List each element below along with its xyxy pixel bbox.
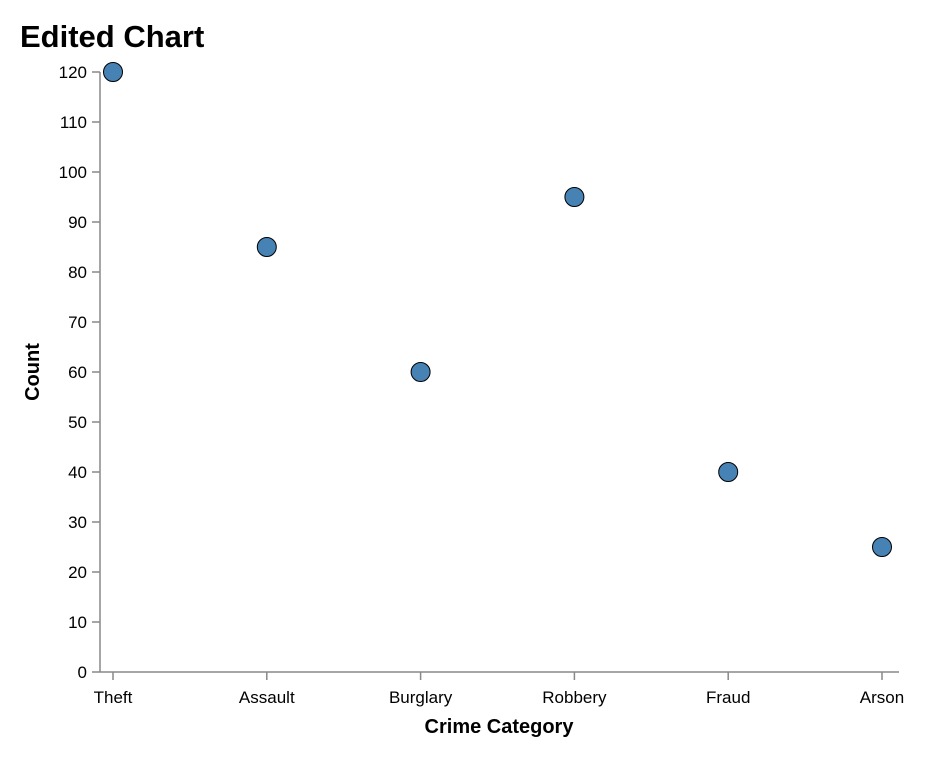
y-tick-label: 100 [59, 163, 87, 182]
x-tick-label-burglary: Burglary [389, 688, 453, 707]
y-tick-label: 70 [68, 313, 87, 332]
x-tick-label-arson: Arson [860, 688, 904, 707]
y-tick-label: 50 [68, 413, 87, 432]
chart-title: Edited Chart [20, 19, 204, 54]
y-tick-label: 110 [60, 113, 87, 132]
x-tick-label-fraud: Fraud [706, 688, 750, 707]
data-point-assault[interactable] [256, 237, 277, 257]
y-tick-label: 80 [68, 263, 87, 282]
x-tick-label-theft: Theft [94, 688, 133, 707]
y-tick-label: 0 [78, 663, 87, 682]
x-tick-label-robbery: Robbery [542, 688, 607, 707]
y-tick-label: 90 [68, 213, 87, 232]
x-tick-label-assault: Assault [239, 688, 295, 707]
y-tick-label: 20 [68, 563, 87, 582]
y-axis-title: Count [22, 343, 44, 401]
data-points [103, 62, 892, 557]
y-tick-label: 30 [68, 513, 87, 532]
x-axis: Theft Assault Burglary Robbery Fraud Arson [94, 671, 904, 707]
x-axis-title: Crime Category [425, 716, 575, 738]
y-tick-label: 60 [68, 363, 87, 382]
data-point-fraud[interactable] [718, 462, 739, 482]
y-tick-label: 120 [59, 63, 87, 82]
y-tick-label: 10 [68, 613, 87, 632]
data-point-theft[interactable] [103, 62, 123, 82]
data-point-burglary[interactable] [410, 362, 431, 382]
y-axis: 0 10 20 30 40 50 60 70 80 90 100 110 120 [59, 63, 101, 682]
data-point-arson[interactable] [872, 537, 892, 557]
y-tick-label: 40 [68, 463, 87, 482]
data-point-robbery[interactable] [564, 187, 585, 207]
